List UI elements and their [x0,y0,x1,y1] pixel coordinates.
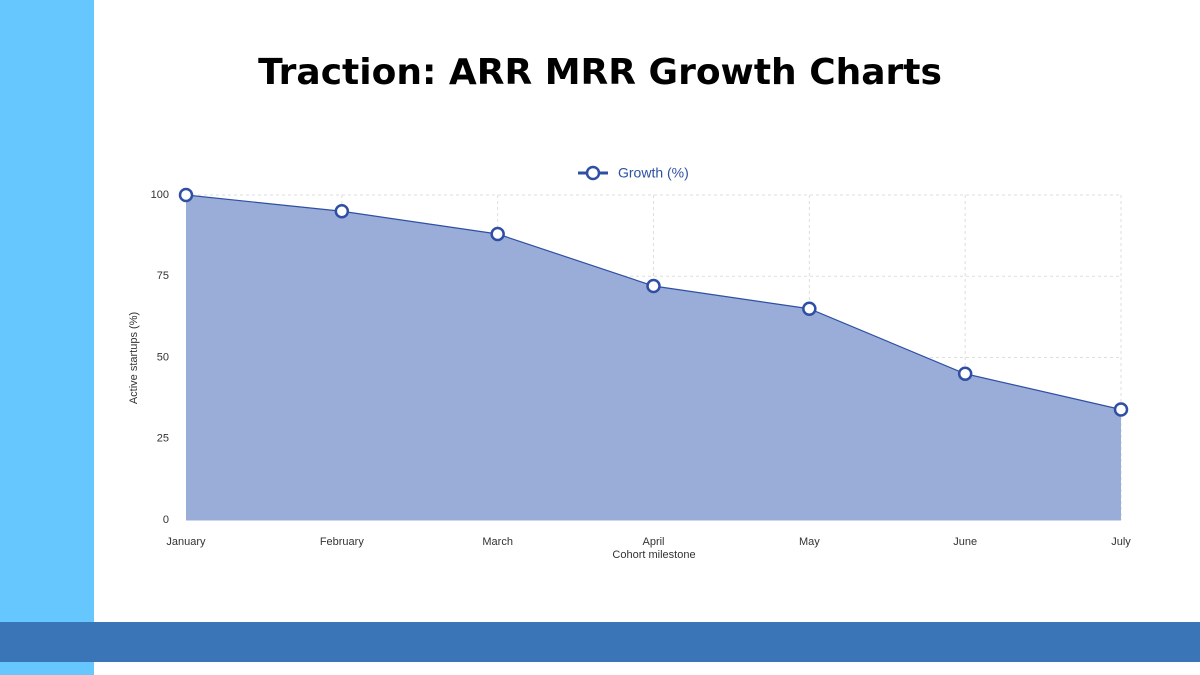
x-tick-label: May [799,536,820,548]
y-tick-label: 100 [151,189,169,201]
point [334,204,350,219]
x-tick-label: February [320,536,365,548]
point [490,226,505,242]
x-tick-label: March [482,536,513,548]
x-tick-label: January [166,536,206,548]
chart-title: Traction: ARR MRR Growth Charts [258,52,942,93]
x-tick-label: July [1111,536,1131,548]
point [1113,402,1129,417]
plot [178,187,1129,520]
x-axis-label: Cohort milestone [612,549,695,561]
y-tick-label: 50 [157,351,169,363]
y-tick-label: 25 [157,433,169,445]
y-tick-label: 0 [163,514,169,526]
y-tick-label: 75 [157,270,169,282]
x-tick-label: April [642,536,664,548]
side-bar [0,0,94,675]
legend-swatch-marker [585,165,601,181]
legend-label: Growth (%) [618,165,689,181]
point [178,187,194,203]
point [957,366,973,381]
y-axis-label: Active startups (%) [128,312,140,404]
point [646,278,661,294]
x-tick-label: June [953,536,977,548]
bottom-band [0,622,1200,662]
area [186,195,1121,520]
point [802,301,817,316]
